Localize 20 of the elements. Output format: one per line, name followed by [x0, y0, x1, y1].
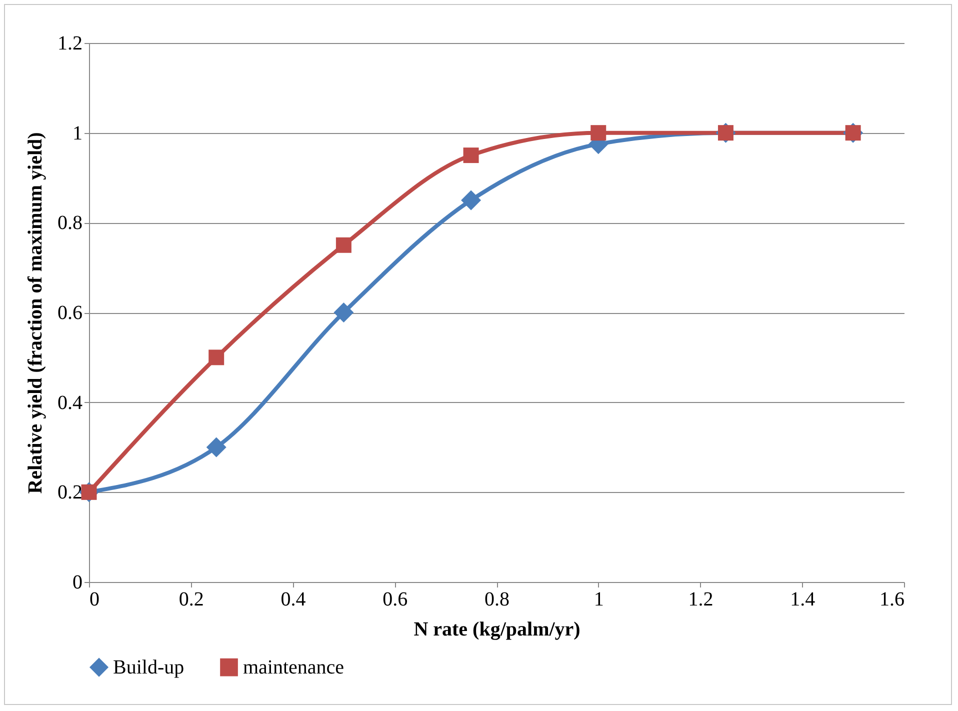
legend-label: Build-up [113, 656, 184, 678]
y-tick-label: 0.6 [58, 302, 82, 324]
x-tick-label: 1.4 [790, 588, 816, 610]
x-tick-label: 0 [90, 588, 100, 610]
x-tick-label: 1.6 [880, 588, 904, 610]
y-tick-label: 0.2 [58, 482, 82, 504]
y-tick-label: 0.8 [58, 212, 82, 234]
y-tick-label: 1.2 [58, 32, 82, 54]
y-tick-label: 0 [72, 572, 82, 594]
y-tick-label: 1 [72, 122, 82, 144]
x-tick-label: 1.2 [688, 588, 714, 610]
x-tick-label: 0.8 [484, 588, 510, 610]
x-tick-label: 0.2 [178, 588, 204, 610]
legend-label: maintenance [243, 656, 344, 678]
x-axis-title: N rate (kg/palm/yr) [414, 618, 580, 640]
x-tick-label: 0.4 [280, 588, 306, 610]
y-tick-label: 0.4 [58, 392, 82, 414]
x-tick-label: 0.6 [382, 588, 408, 610]
y-axis-title: Relative yield (fraction of maximum yield) [24, 132, 46, 494]
x-tick-label: 1 [594, 588, 604, 610]
